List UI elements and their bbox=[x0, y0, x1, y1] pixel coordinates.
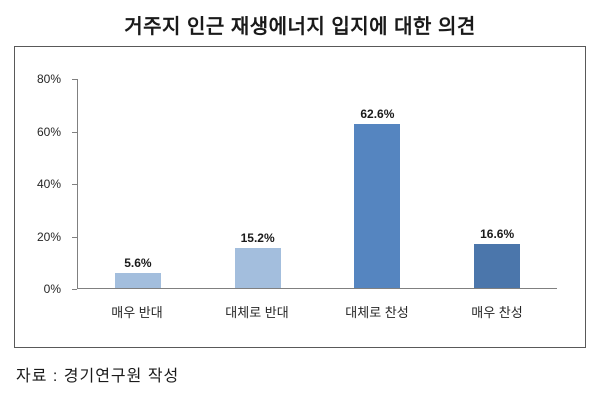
y-tick-label: 0% bbox=[43, 282, 61, 296]
bars-row: 5.6% 15.2% 62.6% 16.6% bbox=[78, 79, 557, 288]
bar-slot: 5.6% bbox=[78, 79, 198, 288]
y-tick-mark bbox=[72, 289, 77, 290]
x-axis-label: 대체로 반대 bbox=[225, 305, 289, 320]
plot-area: 5.6% 15.2% 62.6% 16.6% bbox=[77, 79, 557, 289]
y-tick-label: 40% bbox=[36, 177, 61, 191]
y-tick-label: 60% bbox=[36, 124, 61, 139]
bar bbox=[114, 273, 161, 288]
x-axis-label: 매우 찬성 bbox=[471, 305, 523, 320]
bar-value-label: 15.2% bbox=[240, 231, 275, 246]
chart-title: 거주지 인근 재생에너지 입지에 대한 의견 bbox=[124, 16, 476, 38]
x-axis-labels: 매우 반대 대체로 반대 대체로 찬성 매우 찬성 bbox=[77, 302, 557, 321]
y-tick-label: 80% bbox=[36, 72, 61, 86]
bar-value-label: 16.6% bbox=[480, 227, 515, 242]
bar-slot: 16.6% bbox=[437, 79, 557, 288]
y-tick-mark bbox=[72, 131, 77, 133]
bar-slot: 62.6% bbox=[318, 79, 438, 288]
bar bbox=[234, 248, 281, 288]
source-note: 자료 : 경기연구원 작성 bbox=[16, 368, 180, 385]
y-axis-labels: 0% 20% 40% 60% 80% bbox=[15, 72, 71, 296]
y-tick-mark bbox=[72, 236, 77, 238]
bar-value-label: 5.6% bbox=[124, 256, 152, 271]
bar bbox=[474, 244, 521, 288]
y-tick-mark bbox=[72, 184, 77, 185]
bar bbox=[354, 123, 401, 288]
x-axis-label: 대체로 찬성 bbox=[345, 305, 409, 320]
y-tick-label: 20% bbox=[36, 229, 61, 244]
bar-slot: 15.2% bbox=[198, 79, 318, 288]
chart-frame: 0% 20% 40% 60% 80% 5.6% 15.2% 62.6% 16.6% 매우 반대… bbox=[14, 46, 586, 348]
y-tick-mark bbox=[72, 79, 77, 80]
bar-value-label: 62.6% bbox=[360, 106, 395, 121]
x-axis-label: 매우 반대 bbox=[111, 305, 163, 320]
